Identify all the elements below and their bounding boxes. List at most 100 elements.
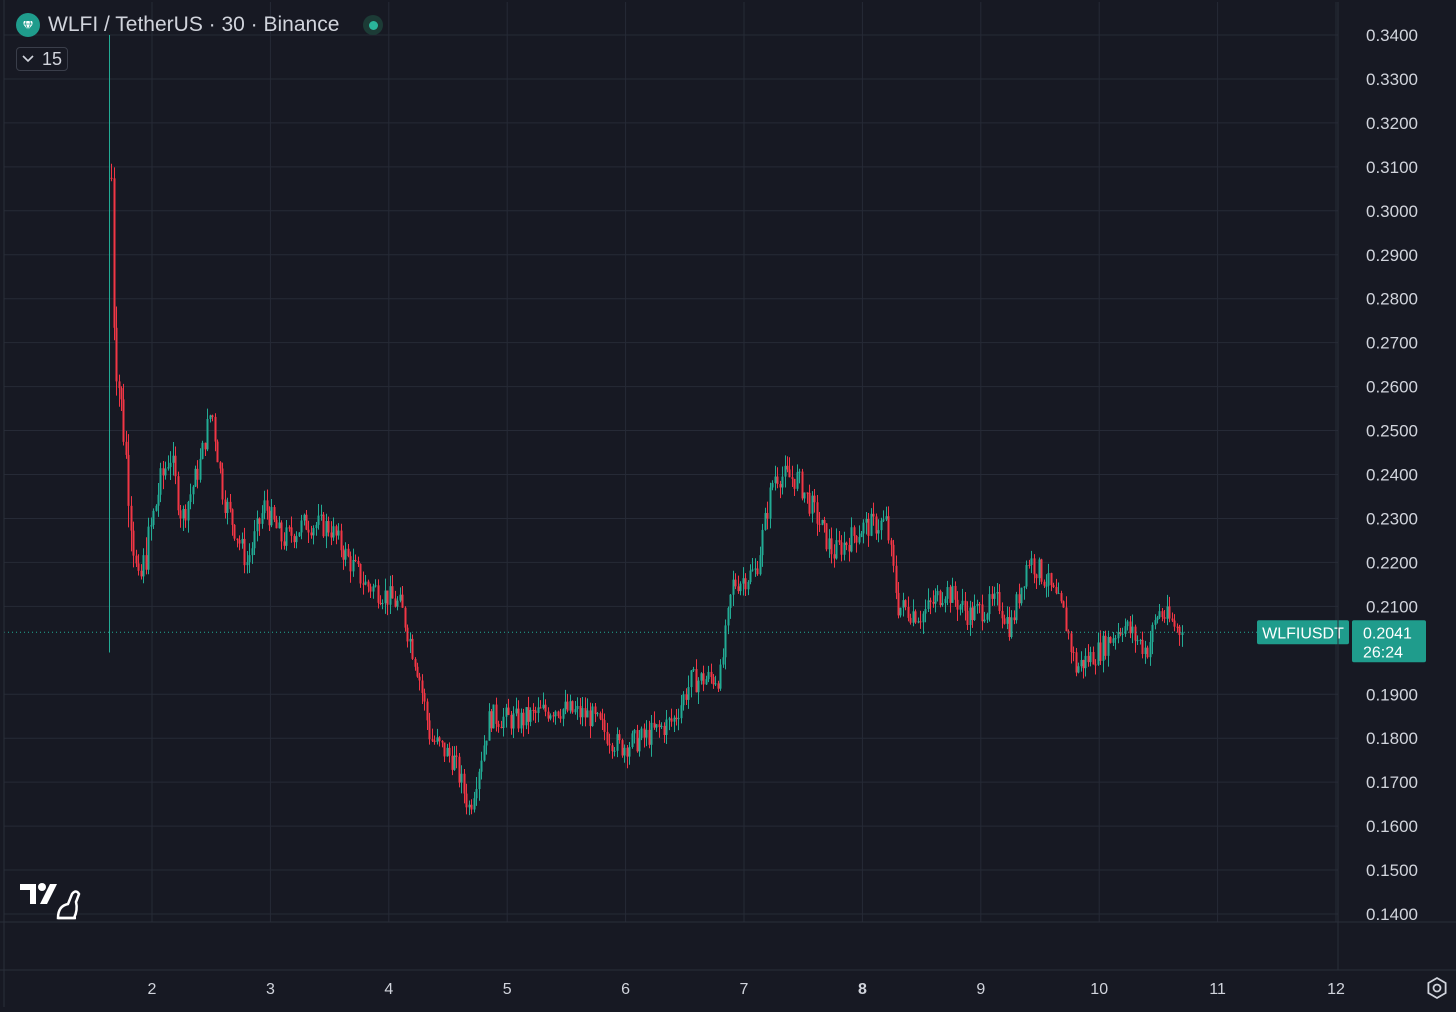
candle-body bbox=[488, 711, 491, 741]
x-tick-label: 12 bbox=[1327, 981, 1345, 998]
candle-body bbox=[860, 533, 863, 537]
candle-body bbox=[455, 755, 458, 757]
candle-body bbox=[1158, 611, 1161, 618]
candle-body bbox=[317, 515, 320, 525]
candle-body bbox=[460, 773, 463, 783]
candle-body bbox=[964, 600, 967, 611]
candle-body bbox=[687, 687, 690, 700]
candle-body bbox=[747, 581, 750, 590]
y-tick-label: 0.2200 bbox=[1366, 553, 1418, 572]
candle-body bbox=[1181, 632, 1184, 636]
candle-body bbox=[1109, 637, 1112, 643]
candle-body bbox=[1084, 655, 1087, 669]
chevron-down-icon bbox=[22, 55, 34, 63]
candle-body bbox=[1107, 637, 1110, 656]
candle-body bbox=[586, 710, 589, 718]
candle-body bbox=[1013, 617, 1016, 621]
x-tick-label: 7 bbox=[740, 981, 749, 998]
y-tick-label: 0.1400 bbox=[1366, 905, 1418, 924]
candle-body bbox=[159, 468, 162, 495]
candle-body bbox=[463, 773, 466, 794]
candle-body bbox=[243, 538, 246, 566]
candle-body bbox=[307, 529, 310, 533]
y-tick-label: 0.3300 bbox=[1366, 70, 1418, 89]
candle-body bbox=[761, 529, 764, 556]
candle-body bbox=[880, 520, 883, 531]
candle-body bbox=[941, 602, 944, 606]
candle-body bbox=[727, 607, 730, 626]
candle-body bbox=[409, 638, 412, 642]
candle-body bbox=[594, 706, 597, 714]
candle-body bbox=[110, 177, 113, 179]
candle-body bbox=[1171, 618, 1174, 621]
y-tick-label: 0.2700 bbox=[1366, 334, 1418, 353]
candle-body bbox=[1124, 626, 1127, 634]
candle-body bbox=[917, 621, 920, 623]
tradingview-logo-icon[interactable] bbox=[18, 880, 82, 927]
candle-body bbox=[399, 594, 402, 601]
candle-body bbox=[850, 527, 853, 552]
candle-body bbox=[293, 535, 296, 543]
candle-body bbox=[1045, 585, 1048, 587]
candle-body bbox=[275, 519, 278, 529]
candle-body bbox=[670, 718, 673, 722]
candle-body bbox=[118, 381, 121, 389]
candle-body bbox=[194, 468, 197, 487]
candle-body bbox=[976, 604, 979, 606]
candle-body bbox=[966, 610, 969, 625]
candle-body bbox=[653, 722, 656, 728]
candle-body bbox=[825, 523, 828, 550]
candle-body bbox=[951, 585, 954, 603]
candle-body bbox=[192, 486, 195, 495]
candle-body bbox=[786, 465, 789, 470]
candle-body bbox=[537, 707, 540, 714]
candle-body bbox=[174, 455, 177, 477]
candle-body bbox=[438, 737, 441, 741]
candle-body bbox=[416, 666, 419, 677]
candle-body bbox=[480, 760, 483, 772]
candle-body bbox=[581, 708, 584, 718]
candle-body bbox=[1139, 639, 1142, 641]
candle-body bbox=[1104, 635, 1107, 656]
candle-body bbox=[140, 570, 143, 577]
settings-gear-icon[interactable] bbox=[1425, 976, 1449, 1000]
candle-body bbox=[300, 520, 303, 533]
candle-body bbox=[685, 694, 688, 700]
candle-body bbox=[1146, 647, 1149, 658]
candle-body bbox=[542, 704, 545, 709]
candle-body bbox=[643, 728, 646, 738]
candle-body bbox=[882, 519, 885, 521]
candle-body bbox=[591, 706, 594, 727]
candle-body bbox=[184, 509, 187, 521]
candle-body bbox=[1018, 594, 1021, 604]
candle-body bbox=[495, 704, 498, 724]
candle-body bbox=[325, 521, 328, 537]
candle-body bbox=[1035, 574, 1038, 579]
candle-body bbox=[936, 590, 939, 596]
y-tick-label: 0.2500 bbox=[1366, 422, 1418, 441]
candle-body bbox=[280, 522, 283, 542]
candle-body bbox=[1149, 642, 1152, 658]
y-tick-label: 0.2800 bbox=[1366, 290, 1418, 309]
candle-body bbox=[113, 178, 116, 328]
candle-body bbox=[645, 729, 648, 738]
candle-body bbox=[468, 804, 471, 808]
indicators-collapse-button[interactable]: 15 bbox=[16, 47, 68, 71]
candle-body bbox=[1117, 631, 1120, 639]
candle-body bbox=[912, 611, 915, 623]
candle-body bbox=[337, 530, 340, 536]
candle-body bbox=[848, 544, 851, 552]
candle-body bbox=[764, 512, 767, 530]
candle-body bbox=[991, 594, 994, 599]
candle-body bbox=[862, 522, 865, 534]
symbol-legend[interactable]: WLFI / TetherUS · 30 · Binance bbox=[16, 12, 384, 38]
candle-body bbox=[1129, 621, 1132, 634]
candle-body bbox=[636, 730, 639, 752]
candle-body bbox=[621, 740, 624, 756]
candle-body bbox=[722, 657, 725, 665]
candle-body bbox=[189, 494, 192, 503]
candle-body bbox=[394, 598, 397, 607]
